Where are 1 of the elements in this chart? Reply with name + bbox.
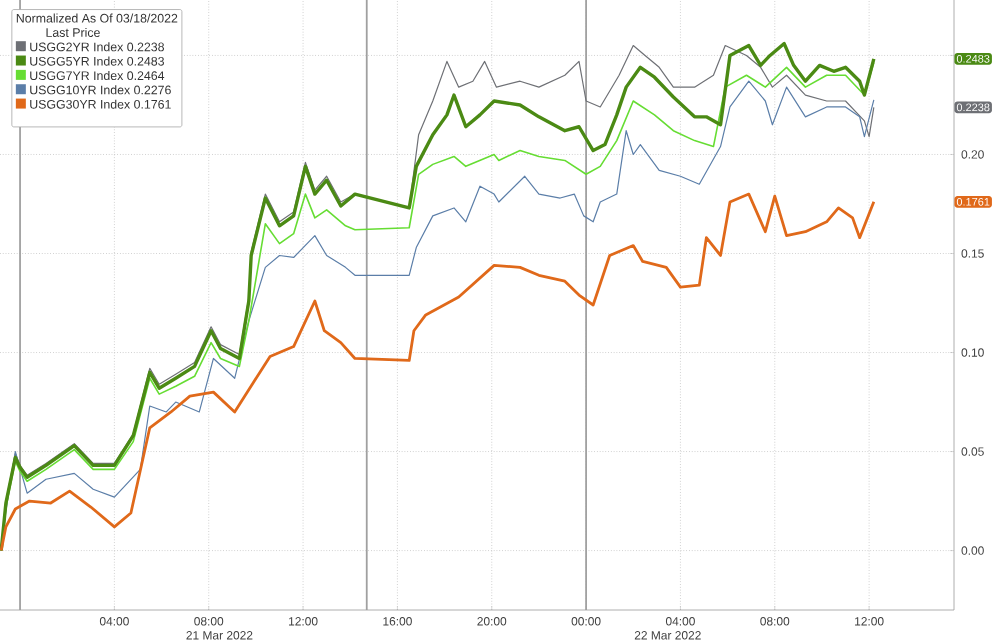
line-series xyxy=(0,192,876,552)
